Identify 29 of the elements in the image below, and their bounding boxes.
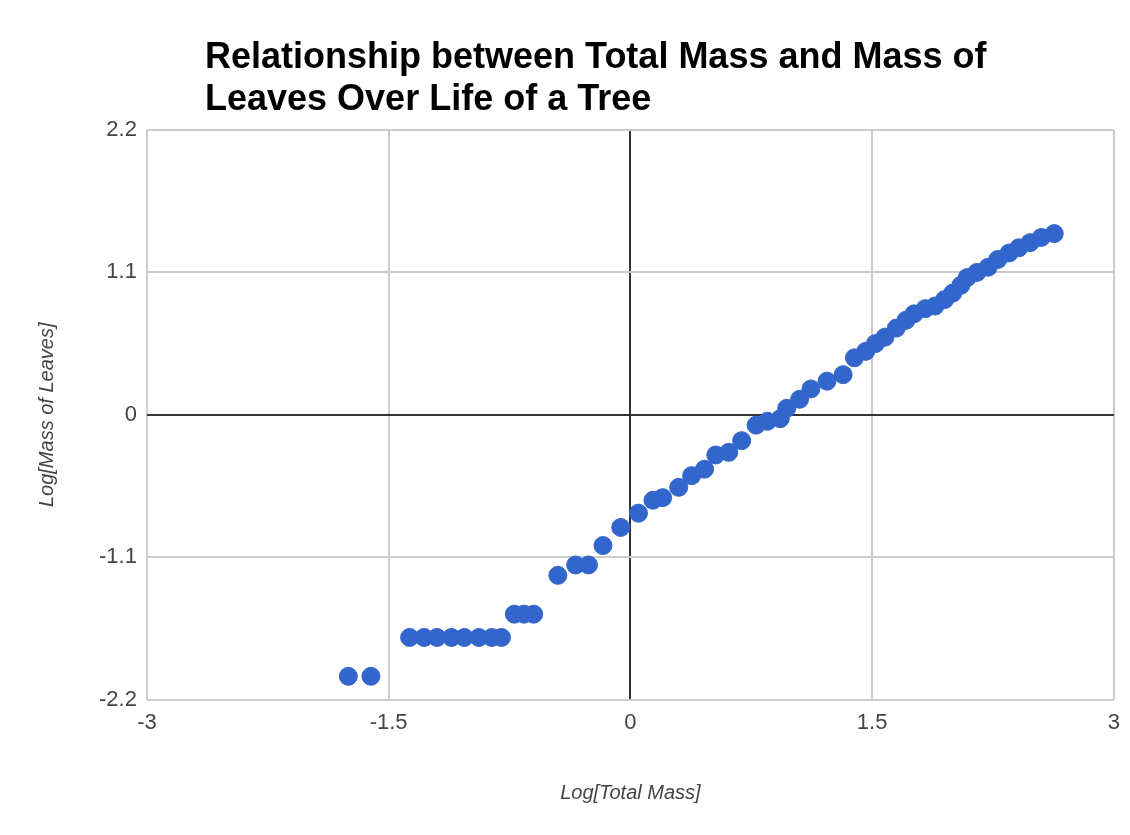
x-tick-label: 1.5	[856, 708, 888, 734]
point	[628, 503, 648, 523]
point	[338, 666, 358, 686]
point	[732, 431, 752, 451]
point	[611, 517, 631, 537]
point	[361, 666, 381, 686]
point	[719, 442, 739, 462]
x-tick-label: -3	[137, 708, 157, 734]
point	[1044, 224, 1064, 244]
x-tick-label: -1.5	[369, 708, 408, 734]
y-tick-label: -2.2	[98, 685, 137, 711]
y-tick-label: 2.2	[106, 116, 137, 142]
point	[695, 459, 715, 479]
x-axis-title: Log[Total Mass]	[560, 780, 702, 803]
point	[801, 379, 821, 399]
y-tick-label: 0	[124, 400, 137, 426]
y-tick-label: -1.1	[98, 543, 137, 569]
point	[817, 371, 837, 391]
x-tick-label: 3	[1107, 708, 1121, 734]
point	[777, 398, 797, 418]
point	[653, 488, 673, 508]
point	[548, 565, 568, 585]
y-tick-label: 1.1	[106, 258, 137, 284]
chart-title: Relationship between Total Mass and Mass of Leaves Over Life of a Tree	[205, 35, 988, 119]
point	[833, 365, 853, 385]
y-axis-title: Log[Mass of Leaves]	[34, 322, 57, 508]
x-tick-label: 0	[624, 708, 637, 734]
point	[593, 536, 613, 556]
point	[669, 477, 689, 497]
